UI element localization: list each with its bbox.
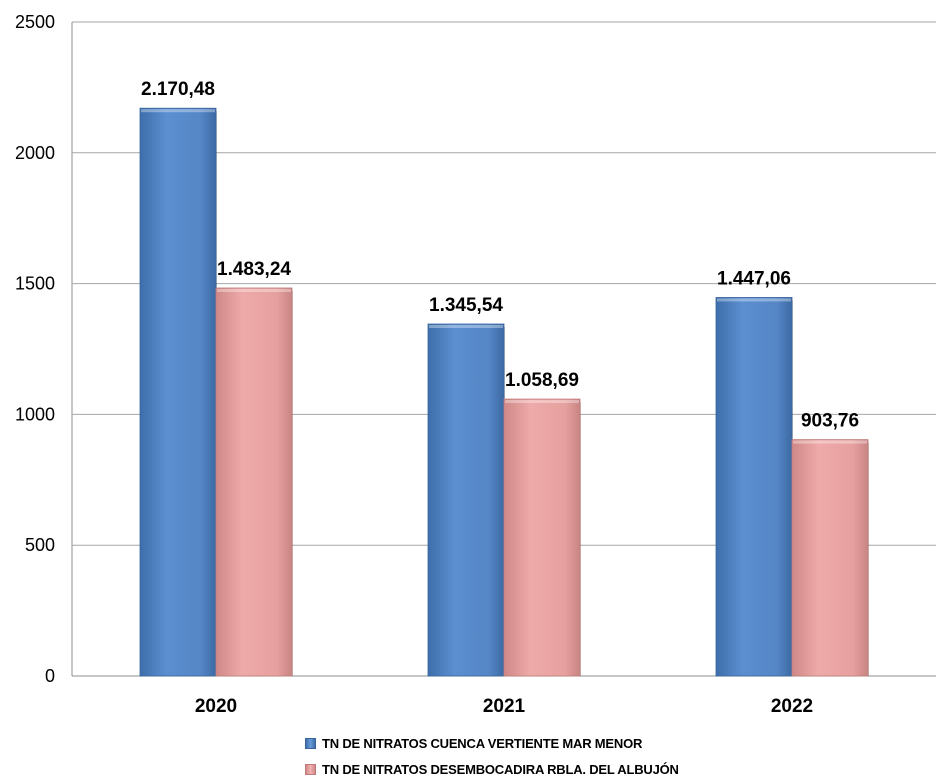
bar-highlight <box>217 288 291 292</box>
y-tick-label: 500 <box>25 535 55 555</box>
legend: TN DE NITRATOS CUENCA VERTIENTE MAR MENO… <box>305 730 905 782</box>
bar-highlight <box>141 109 215 113</box>
legend-swatch-pink <box>305 763 316 775</box>
y-axis-ticks: 0 500 1000 1500 2000 2500 <box>15 12 55 686</box>
data-labels: 2.170,48 1.483,24 1.345,54 1.058,69 1.447,06… <box>141 79 859 431</box>
legend-label-series-1: TN DE NITRATOS CUENCA VERTIENTE MAR MENO… <box>322 735 643 751</box>
data-label: 903,76 <box>801 411 859 432</box>
y-tick-label: 1500 <box>15 274 55 294</box>
legend-item-series-2: TN DE NITRATOS DESEMBOCADIRA RBLA. DEL A… <box>305 756 905 782</box>
data-label: 1.483,24 <box>217 259 291 280</box>
bar-2022-series-2 <box>791 439 869 677</box>
bars <box>139 107 869 677</box>
x-axis-categories: 2020 2021 2022 <box>195 696 813 717</box>
legend-label-series-2: TN DE NITRATOS DESEMBOCADIRA RBLA. DEL A… <box>322 761 679 777</box>
bar-highlight <box>717 298 791 302</box>
y-tick-label: 0 <box>45 666 55 686</box>
data-label: 1.345,54 <box>429 295 503 316</box>
bar-2021-series-2 <box>503 398 581 677</box>
y-tick-label: 1000 <box>15 404 55 424</box>
data-label: 1.058,69 <box>505 370 579 391</box>
y-tick-label: 2000 <box>15 143 55 163</box>
x-category-label: 2020 <box>195 696 237 717</box>
bar-chart: 0 500 1000 1500 2000 2500 2.170,48 1.483,24 1.3… <box>15 12 936 717</box>
legend-item-series-1: TN DE NITRATOS CUENCA VERTIENTE MAR MENO… <box>305 730 905 756</box>
bar-highlight <box>793 440 867 444</box>
bar-2022-series-1 <box>715 297 793 677</box>
bar-2020-series-2 <box>215 287 293 677</box>
bar-2021-series-1 <box>427 323 505 677</box>
data-label: 1.447,06 <box>717 268 791 289</box>
bar-2020-series-1 <box>139 107 217 677</box>
legend-swatch-blue <box>305 737 316 749</box>
bar-highlight <box>505 400 579 404</box>
y-tick-label: 2500 <box>15 12 55 32</box>
x-category-label: 2022 <box>771 696 813 717</box>
data-label: 2.170,48 <box>141 79 215 100</box>
x-category-label: 2021 <box>483 696 526 717</box>
bar-highlight <box>429 325 503 329</box>
